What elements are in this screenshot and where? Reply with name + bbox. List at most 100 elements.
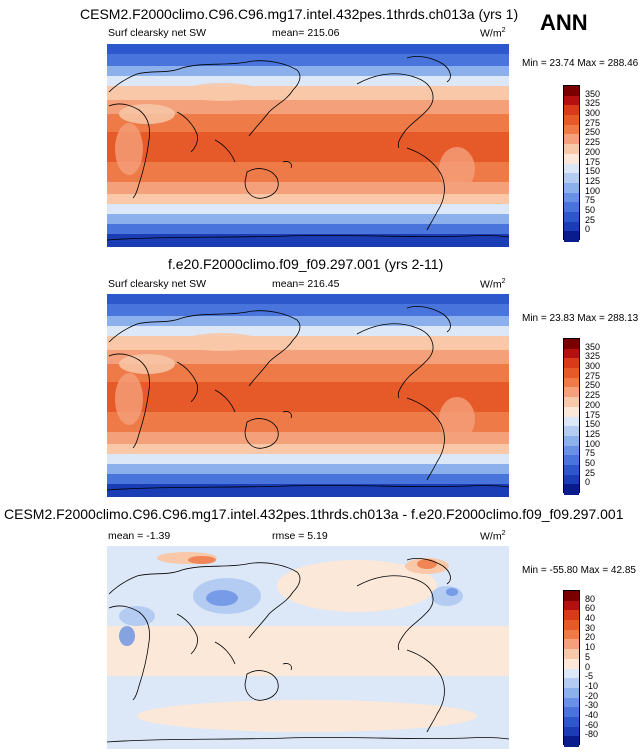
- colorbar-swatch: [564, 115, 579, 126]
- colorbar-swatch: [564, 368, 579, 379]
- colorbar-tick-label: -40: [585, 709, 599, 720]
- panel-2-title: f.e20.F2000climo.f09_f09.297.001 (yrs 2-…: [168, 256, 444, 272]
- colorbar-swatch: [564, 105, 579, 116]
- colorbar-tick-label: 225: [585, 390, 601, 401]
- colorbar-swatch: [564, 678, 579, 689]
- panel-3-map: [107, 546, 509, 749]
- colorbar-swatch: [564, 231, 579, 242]
- colorbar-swatch: [564, 620, 579, 631]
- colorbar-tick-label: 300: [585, 108, 601, 119]
- colorbar-tick-label: 100: [585, 438, 601, 449]
- colorbar-swatch: [564, 668, 579, 679]
- colorbar-tick-label: 40: [585, 613, 596, 624]
- colorbar-tick-label: 60: [585, 603, 596, 614]
- colorbar-swatch: [564, 192, 579, 203]
- colorbar-tick-label: 5: [585, 651, 591, 662]
- colorbar-swatch: [564, 134, 579, 145]
- colorbar-tick-label: 175: [585, 156, 601, 167]
- colorbar-tick-label: 20: [585, 632, 596, 643]
- colorbar-tick-label: -10: [585, 680, 599, 691]
- colorbar-tick-label: 325: [585, 351, 601, 362]
- colorbar-tick-label: 80: [585, 593, 596, 604]
- colorbar-swatch: [564, 397, 579, 408]
- panel-1-variable-label: Surf clearsky net SW: [108, 27, 207, 39]
- colorbar-tick-label: 150: [585, 166, 601, 177]
- colorbar-swatch: [564, 736, 579, 747]
- colorbar-swatch: [564, 95, 579, 106]
- colorbar-tick-label: 125: [585, 428, 601, 439]
- panel-2-variable-label: Surf clearsky net SW: [108, 278, 207, 290]
- colorbar-tick-label: -30: [585, 700, 599, 711]
- colorbar-tick-label: 0: [585, 224, 591, 235]
- panel-1-map: [107, 44, 509, 247]
- colorbar-swatch: [564, 484, 579, 495]
- colorbar-swatch: [564, 658, 579, 669]
- colorbar-swatch: [564, 144, 579, 155]
- colorbar-swatch: [564, 163, 579, 174]
- panel-1-mean-label: mean= 215.06: [272, 27, 340, 39]
- colorbar-tick-label: 75: [585, 448, 596, 459]
- colorbar-swatch: [564, 726, 579, 737]
- colorbar-tick-label: 25: [585, 467, 596, 478]
- colorbar-tick-label: 150: [585, 419, 601, 430]
- panel-1-title: CESM2.F2000climo.C96.C96.mg17.intel.432p…: [80, 6, 519, 22]
- colorbar-tick-label: 225: [585, 137, 601, 148]
- colorbar-swatch: [564, 124, 579, 135]
- colorbar-swatch: [564, 86, 579, 97]
- colorbar-tick-label: 275: [585, 370, 601, 381]
- colorbar-swatch: [564, 716, 579, 728]
- panel-2-colorbar-box: [563, 338, 580, 495]
- panel-1-units: W/m2: [480, 27, 506, 40]
- colorbar-tick-label: 350: [585, 341, 601, 352]
- colorbar-swatch: [564, 455, 579, 466]
- colorbar-tick-label: 300: [585, 361, 601, 372]
- colorbar-tick-label: 50: [585, 457, 596, 468]
- panel-1-colorbar-box: [563, 85, 580, 242]
- colorbar-tick-label: -20: [585, 690, 599, 701]
- colorbar-swatch: [564, 474, 579, 485]
- colorbar-swatch: [564, 697, 579, 708]
- colorbar-tick-label: 200: [585, 399, 601, 410]
- colorbar-swatch: [564, 416, 579, 427]
- colorbar-swatch: [564, 358, 579, 369]
- colorbar-swatch: [564, 348, 579, 359]
- colorbar-swatch: [564, 202, 579, 213]
- panel-2-minmax: Min = 23.83 Max = 288.13: [522, 313, 639, 324]
- panel-3-minmax: Min = -55.80 Max = 42.85: [522, 565, 636, 576]
- colorbar-swatch: [564, 687, 579, 699]
- colorbar-tick-label: 125: [585, 175, 601, 186]
- colorbar-tick-label: 250: [585, 127, 601, 138]
- colorbar-tick-label: 10: [585, 642, 596, 653]
- colorbar-swatch: [564, 182, 579, 194]
- colorbar-tick-label: -5: [585, 671, 594, 682]
- colorbar-swatch: [564, 591, 579, 602]
- colorbar-swatch: [564, 649, 579, 660]
- panel-3-title: CESM2.F2000climo.C96.C96.mg17.intel.432p…: [4, 506, 624, 522]
- panel-3-rmse-label: rmse = 5.19: [272, 530, 328, 542]
- colorbar-tick-label: 30: [585, 622, 596, 633]
- colorbar-tick-label: 25: [585, 214, 596, 225]
- panel-2-mean-label: mean= 216.45: [272, 278, 340, 290]
- colorbar-swatch: [564, 435, 579, 447]
- colorbar-tick-label: 175: [585, 409, 601, 420]
- colorbar-swatch: [564, 639, 579, 650]
- colorbar-swatch: [564, 387, 579, 398]
- colorbar-swatch: [564, 445, 579, 456]
- colorbar-swatch: [564, 173, 579, 184]
- colorbar-swatch: [564, 221, 579, 232]
- season-label: ANN: [540, 10, 588, 35]
- colorbar-tick-label: -60: [585, 719, 599, 730]
- colorbar-swatch: [564, 610, 579, 621]
- colorbar-tick-label: 325: [585, 98, 601, 109]
- colorbar-tick-label: -80: [585, 729, 599, 740]
- colorbar-tick-label: 250: [585, 380, 601, 391]
- colorbar-tick-label: 100: [585, 185, 601, 196]
- colorbar-tick-label: 275: [585, 117, 601, 128]
- colorbar-tick-label: 200: [585, 146, 601, 157]
- colorbar-swatch: [564, 629, 579, 640]
- colorbar-tick-label: 50: [585, 204, 596, 215]
- colorbar-tick-label: 350: [585, 88, 601, 99]
- colorbar-swatch: [564, 707, 579, 718]
- panel-2-map: [107, 294, 509, 497]
- panel-3-mean-label: mean = -1.39: [108, 530, 171, 542]
